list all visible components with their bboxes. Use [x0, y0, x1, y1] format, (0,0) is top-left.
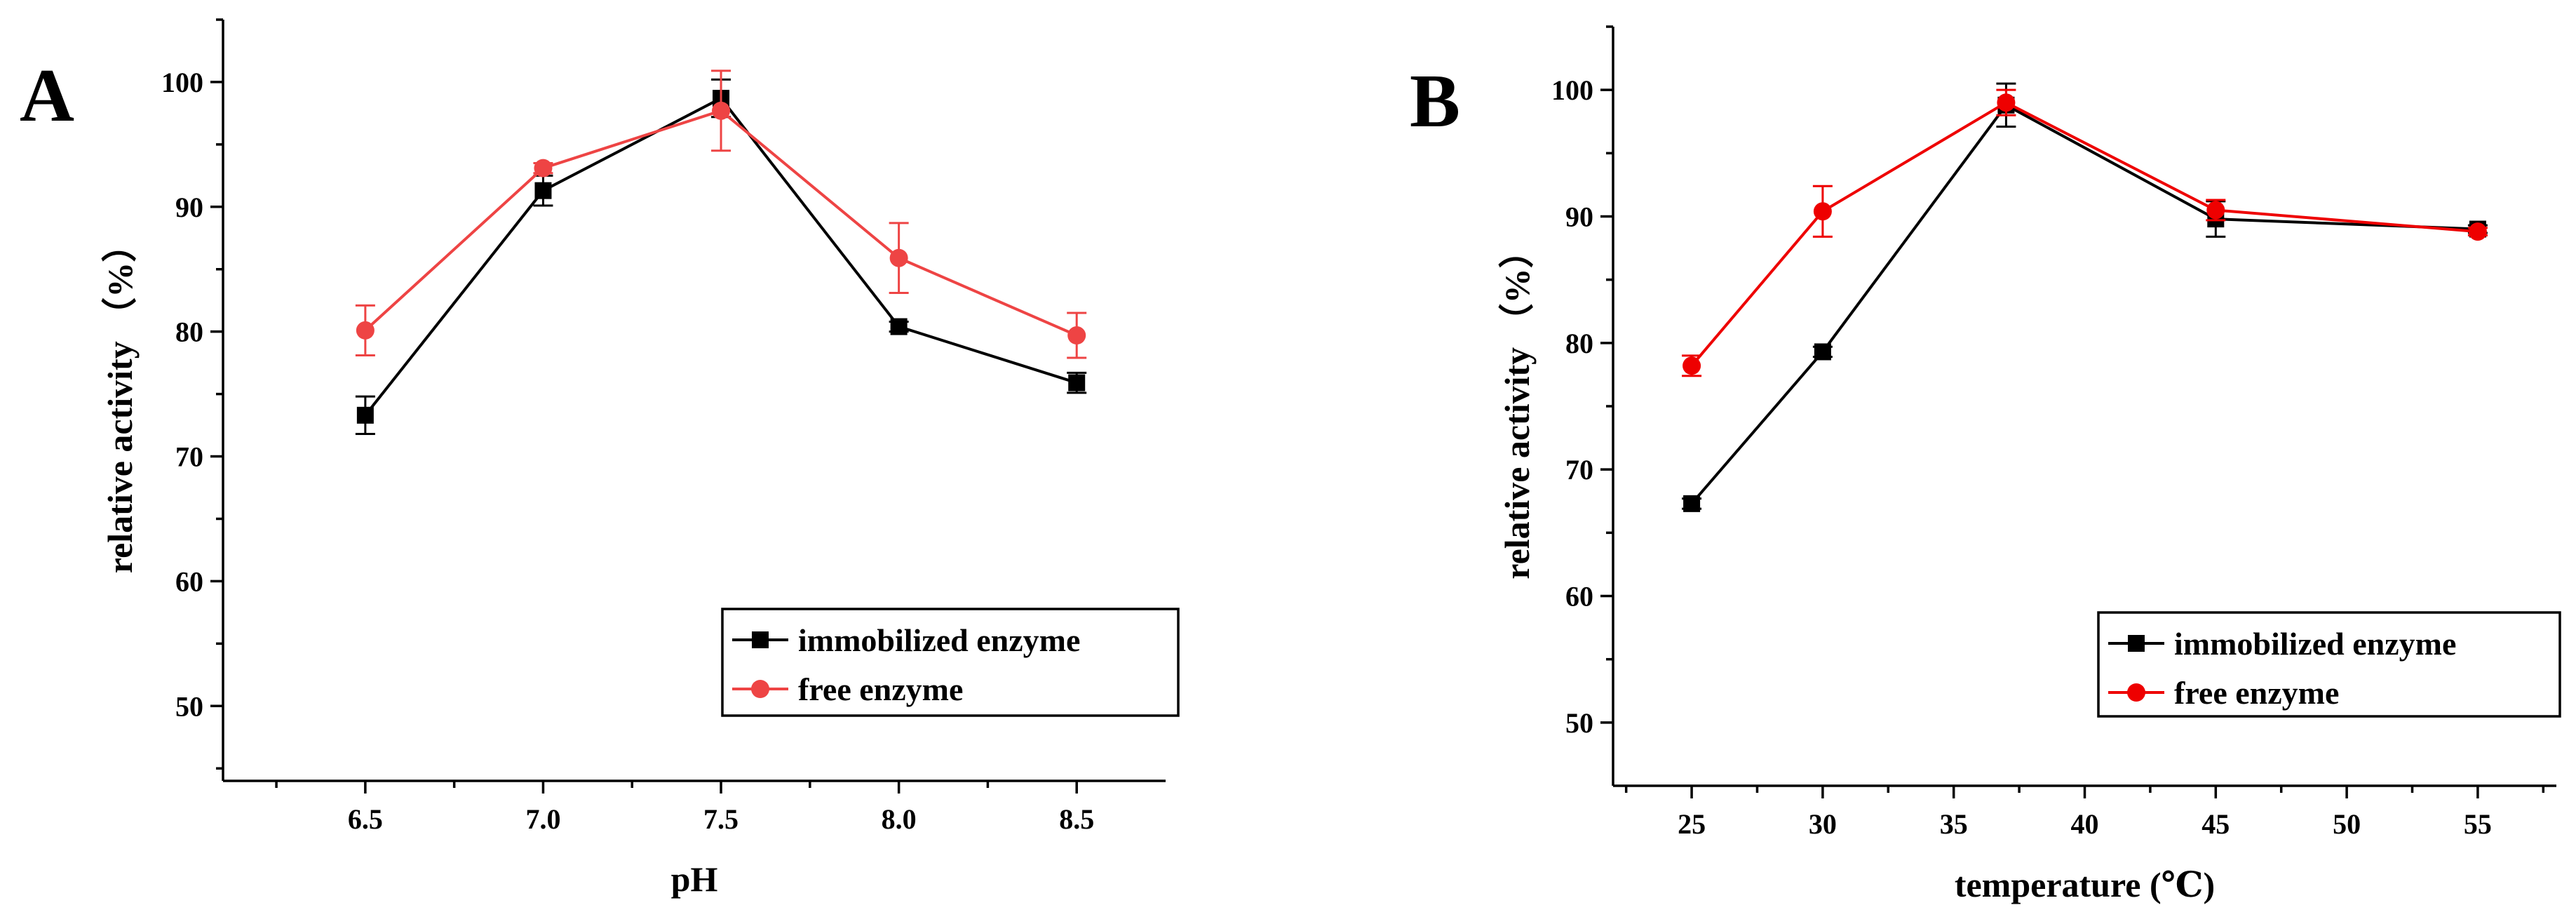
- y-tick-label: 90: [175, 192, 203, 223]
- y-tick-label: 50: [1565, 707, 1593, 739]
- legend-label: free enzyme: [798, 671, 963, 707]
- data-point-square: [1683, 495, 1701, 512]
- panel-label: A: [20, 54, 74, 138]
- y-axis-title: relative activity （%）: [1497, 233, 1537, 579]
- data-point-circle: [712, 101, 731, 120]
- panel-label: B: [1410, 60, 1460, 143]
- y-tick-label: 80: [1565, 328, 1593, 359]
- y-axis-title: relative activity （%）: [100, 227, 140, 573]
- legend-marker-square: [2128, 635, 2145, 652]
- legend-label: free enzyme: [2174, 675, 2339, 711]
- legend-marker-circle: [751, 680, 769, 698]
- data-point-circle: [2468, 222, 2487, 241]
- y-tick-label: 80: [175, 316, 203, 348]
- legend-marker-square: [752, 631, 769, 648]
- y-tick-label: 70: [175, 441, 203, 473]
- x-tick-label: 8.5: [1059, 803, 1094, 835]
- y-tick-label: 70: [1565, 454, 1593, 486]
- legend-box: [721, 608, 1180, 717]
- x-tick-label: 40: [2071, 808, 2099, 840]
- panel-b-chart: B 50 60 70 80 90 100 25 30 35 40 45 50 55 temperature …: [1410, 25, 2561, 904]
- legend-box: [2097, 611, 2561, 718]
- x-tick-label: 7.0: [525, 803, 560, 835]
- x-axis-title: temperature (℃): [1955, 865, 2215, 904]
- data-point-circle: [889, 248, 908, 267]
- y-tick-label: 60: [1565, 581, 1593, 612]
- legend-label: immobilized enzyme: [2174, 626, 2456, 662]
- data-point-circle: [1813, 202, 1832, 221]
- data-point-circle: [1997, 93, 2016, 112]
- x-tick-label: 35: [1940, 808, 1968, 840]
- x-tick-label: 50: [2333, 808, 2361, 840]
- data-point-square: [534, 182, 552, 199]
- data-point-circle: [1067, 326, 1086, 345]
- x-tick-label: 30: [1809, 808, 1837, 840]
- data-point-circle: [534, 159, 553, 178]
- y-tick-label: 100: [1551, 74, 1593, 106]
- x-tick-label: 6.5: [348, 803, 383, 835]
- data-point-square: [1068, 374, 1086, 391]
- data-point-square: [356, 406, 374, 424]
- panel-a-chart: A 50 60 70 80 90 100 6.5 7.0 7.5 8.0 8.5 pH relative …: [20, 18, 1180, 899]
- legend-marker-circle: [2127, 683, 2145, 702]
- data-point-square: [1814, 343, 1831, 361]
- legend-label: immobilized enzyme: [798, 622, 1080, 658]
- x-tick-label: 45: [2201, 808, 2230, 840]
- data-point-circle: [2206, 201, 2225, 220]
- x-axis-title: pH: [671, 859, 718, 899]
- y-tick-label: 100: [161, 67, 203, 98]
- y-tick-label: 50: [175, 690, 203, 722]
- x-tick-label: 55: [2464, 808, 2492, 840]
- data-point-circle: [1683, 356, 1701, 375]
- data-point-square: [890, 318, 908, 335]
- data-point-circle: [356, 321, 375, 340]
- y-tick-label: 60: [175, 565, 203, 597]
- x-tick-label: 25: [1678, 808, 1706, 840]
- x-tick-label: 7.5: [703, 803, 739, 835]
- y-tick-label: 90: [1565, 201, 1593, 233]
- x-tick-label: 8.0: [882, 803, 917, 835]
